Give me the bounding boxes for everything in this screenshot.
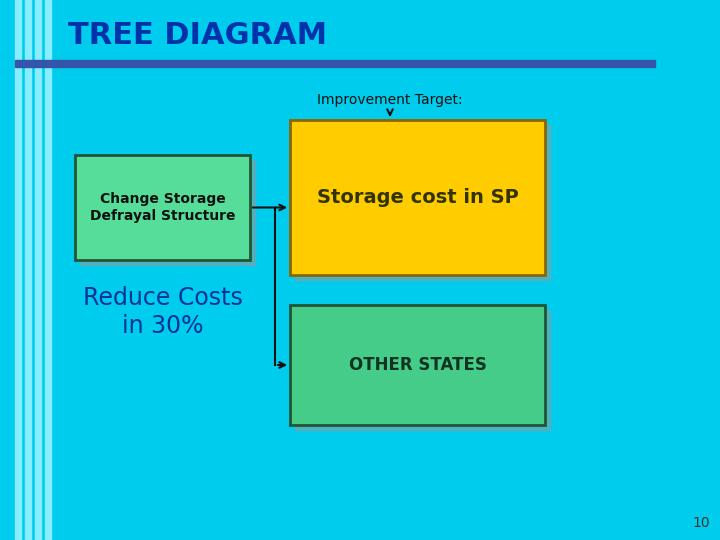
Bar xyxy=(25,0,31,540)
Text: 10: 10 xyxy=(693,516,710,530)
Bar xyxy=(290,120,545,275)
Bar xyxy=(15,60,655,67)
Text: Reduce Costs
in 30%: Reduce Costs in 30% xyxy=(83,286,243,338)
Bar xyxy=(295,310,550,430)
Text: Change Storage
Defrayal Structure: Change Storage Defrayal Structure xyxy=(90,192,235,222)
Bar xyxy=(295,125,550,280)
Bar xyxy=(290,305,545,425)
Text: Storage cost in SP: Storage cost in SP xyxy=(317,188,518,207)
Bar xyxy=(35,0,41,540)
Bar xyxy=(75,155,250,260)
Text: OTHER STATES: OTHER STATES xyxy=(348,356,487,374)
Bar xyxy=(80,160,255,265)
Text: Improvement Target:: Improvement Target: xyxy=(318,93,463,107)
Text: TREE DIAGRAM: TREE DIAGRAM xyxy=(68,21,327,50)
Bar xyxy=(45,0,51,540)
Bar xyxy=(15,0,21,540)
